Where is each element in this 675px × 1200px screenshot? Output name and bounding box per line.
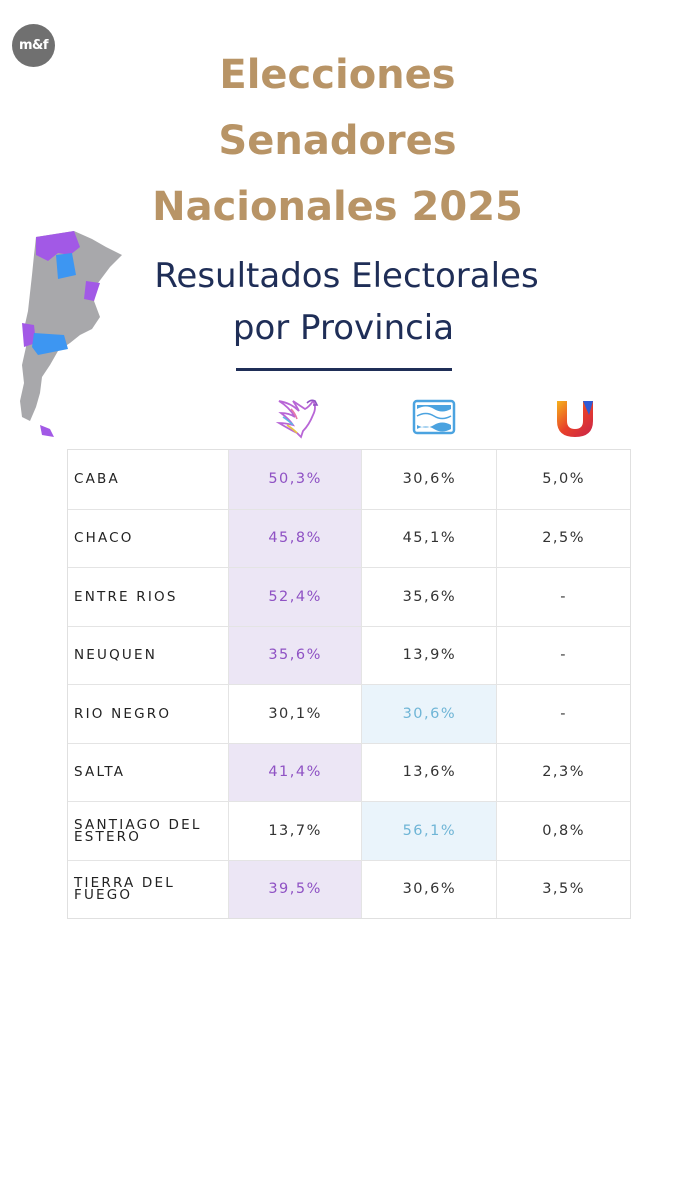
province-cell: CABA	[74, 471, 120, 488]
u-value-cell: 3,5%	[496, 860, 630, 918]
fp-value-cell: 30,6%	[361, 450, 496, 509]
lla-value-cell: 30,1%	[227, 685, 362, 743]
title-line-1: Elecciones	[219, 52, 456, 98]
fp-value-cell: 13,9%	[361, 626, 496, 684]
u-value-cell: 2,5%	[496, 509, 630, 567]
fp-value-cell: 56,1%	[361, 802, 497, 860]
fp-value-cell: 13,6%	[361, 743, 496, 801]
subtitle-line-2: por Provincia	[232, 308, 455, 348]
province-cell: RIO NEGRO	[74, 705, 172, 722]
u-value-cell: -	[496, 626, 630, 684]
u-value-cell: 0,8%	[496, 802, 630, 860]
lla-value-cell: 35,6%	[227, 626, 362, 684]
province-cell: CHACO	[74, 530, 134, 547]
fp-value-cell: 35,6%	[361, 568, 496, 626]
argentina-flag-icon	[412, 399, 456, 435]
u-logo-icon	[557, 401, 593, 437]
lla-value-cell: 39,5%	[227, 860, 362, 918]
lla-value-cell: 45,8%	[227, 509, 362, 567]
title-line-2: Senadores	[218, 118, 457, 164]
table-row: NEUQUEN 35,6% 13,9% -	[68, 625, 630, 684]
province-cell: SALTA	[74, 764, 126, 781]
table-row: ENTRE RIOS 52,4% 35,6% -	[68, 567, 630, 626]
page-subtitle: Resultados Electorales por Provincia	[0, 250, 675, 354]
lla-value-cell: 52,4%	[227, 568, 362, 626]
province-cell: TIERRA DEL FUEGO	[74, 875, 175, 904]
title-line-3: Nacionales 2025	[152, 184, 523, 230]
subtitle-line-1: Resultados Electorales	[154, 256, 539, 296]
subtitle-underline	[236, 368, 452, 371]
province-cell: SANTIAGO DEL ESTERO	[74, 816, 202, 845]
lla-eagle-icon	[275, 399, 319, 439]
argentina-map-icon	[20, 231, 122, 437]
table-row: SANTIAGO DEL ESTERO 13,7% 56,1% 0,8%	[68, 801, 630, 860]
table-row: CHACO 45,8% 45,1% 2,5%	[68, 508, 630, 567]
table-row: TIERRA DEL FUEGO 39,5% 30,6% 3,5%	[68, 859, 630, 918]
province-cell: NEUQUEN	[74, 647, 158, 664]
u-value-cell: 2,3%	[496, 743, 630, 801]
table-row: SALTA 41,4% 13,6% 2,3%	[68, 742, 630, 801]
fp-value-cell: 45,1%	[361, 509, 496, 567]
u-value-cell: -	[496, 568, 630, 626]
results-table: CABA 50,3% 30,6% 5,0% CHACO 45,8% 45,1% 2,5% ENT…	[67, 449, 631, 919]
brand-logo: m&f	[12, 24, 55, 67]
lla-value-cell: 41,4%	[227, 743, 362, 801]
table-row: CABA 50,3% 30,6% 5,0%	[68, 450, 630, 509]
lla-value-cell: 13,7%	[227, 802, 362, 860]
table-row: RIO NEGRO 30,1% 30,6% -	[68, 684, 630, 743]
page-title: Elecciones Senadores Nacionales 2025	[0, 42, 675, 240]
fp-value-cell: 30,6%	[361, 685, 497, 743]
province-cell: ENTRE RIOS	[74, 588, 178, 605]
fp-value-cell: 30,6%	[361, 860, 496, 918]
lla-value-cell: 50,3%	[227, 450, 362, 509]
u-value-cell: 5,0%	[496, 450, 630, 509]
u-value-cell: -	[496, 685, 630, 743]
